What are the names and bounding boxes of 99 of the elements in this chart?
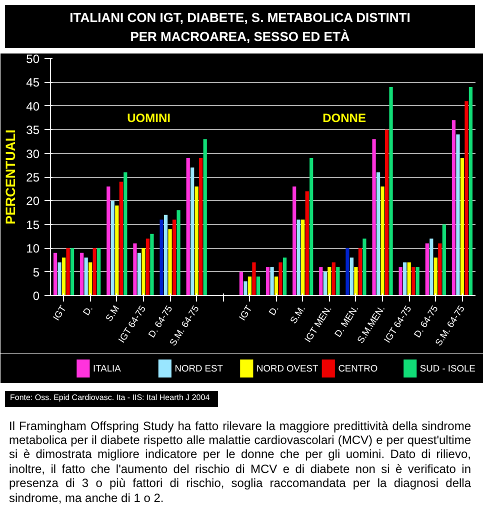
bar — [142, 248, 146, 296]
bar — [203, 139, 207, 296]
bar — [84, 258, 88, 296]
annotation: DONNE — [322, 110, 366, 125]
bar — [442, 224, 446, 296]
bar — [350, 258, 354, 296]
bar — [372, 139, 376, 296]
bar — [403, 262, 407, 296]
bar — [407, 262, 411, 296]
bar — [460, 158, 464, 296]
bar — [146, 238, 150, 296]
bar — [186, 158, 190, 296]
bar — [239, 272, 244, 296]
legend-label: NORD EST — [174, 364, 224, 374]
bar — [412, 267, 416, 296]
bar — [425, 243, 429, 296]
bar — [328, 267, 332, 296]
bar — [434, 258, 438, 296]
legend-label: NORD OVEST — [256, 364, 318, 374]
bar — [310, 158, 314, 296]
bar — [97, 248, 101, 296]
bar — [398, 267, 402, 296]
bar — [70, 248, 74, 296]
bar — [199, 158, 203, 296]
bar — [133, 243, 137, 296]
y-tick-label: 35 — [26, 123, 40, 138]
bar — [468, 87, 473, 296]
legend-label: CENTRO — [338, 364, 378, 374]
bar — [380, 186, 384, 296]
y-tick-label: 30 — [26, 146, 40, 161]
bar — [256, 276, 260, 296]
annotation: UOMINI — [127, 110, 170, 125]
bar — [164, 215, 168, 296]
bar — [110, 200, 114, 296]
bar — [92, 248, 96, 296]
bar — [416, 267, 420, 296]
y-tick-label: 40 — [26, 100, 40, 114]
bar — [346, 248, 350, 296]
bar — [354, 267, 358, 296]
bar — [248, 276, 252, 296]
bar — [176, 210, 180, 296]
bar — [305, 191, 309, 296]
bar — [319, 267, 323, 296]
bar — [270, 267, 274, 296]
y-tick-label: 20 — [26, 194, 40, 208]
bar — [266, 267, 270, 296]
bar — [323, 272, 327, 296]
bar — [358, 248, 362, 296]
bar — [115, 206, 119, 296]
bar — [124, 172, 128, 296]
x-tick-label: D. — [267, 304, 280, 318]
y-tick-label: 10 — [26, 242, 40, 256]
bar — [106, 186, 110, 296]
bar — [137, 252, 142, 296]
bar — [376, 172, 380, 296]
bar — [244, 281, 248, 296]
y-axis-title: PERCENTUALI — [3, 130, 18, 225]
chart-title: ITALIANI CON IGT, DIABETE, S. METABOLICA DISTINTI PER MACROAREA, SESSO ED ETÀ — [5, 5, 475, 48]
bar — [438, 243, 442, 296]
legend-label: SUD - ISOLE — [420, 364, 476, 374]
source-note: Fonte: Oss. Epid Cardiovasc. Ita - IIS: Ital Hearth J 2004 — [5, 391, 218, 407]
y-tick-label: 15 — [26, 218, 40, 232]
bar — [66, 248, 70, 296]
bar — [430, 238, 434, 296]
bar — [172, 220, 176, 296]
bar — [282, 258, 287, 296]
bar — [252, 262, 256, 296]
bar — [456, 134, 460, 296]
legend-label: ITALIA — [93, 364, 122, 374]
bar — [80, 252, 84, 296]
x-tick-label: D. — [81, 304, 95, 318]
y-tick-label: 5 — [32, 265, 40, 280]
bar — [168, 229, 172, 296]
bar — [464, 101, 468, 296]
bar — [150, 234, 154, 296]
bar — [296, 220, 300, 296]
bar — [88, 262, 92, 296]
bar — [336, 267, 340, 296]
bar — [194, 186, 198, 296]
bar — [160, 220, 164, 296]
bar — [278, 262, 282, 296]
bar — [119, 182, 123, 296]
bar — [62, 258, 66, 296]
y-tick-label: 45 — [26, 76, 40, 90]
bar — [292, 186, 296, 296]
bar — [389, 87, 393, 296]
bar — [53, 252, 58, 296]
text: Il Framingham Offspring Study ha fatto rilevare la maggiore predittività della sindrome metabolica per il diabete rispetto alle malattie cardiovascolari (MCV) e per quest'ultime si è dimostrata migliore indicatore per le donne che per gli uomini. Dato di rilievo, inoltre, il fatto che l'aumento del rischio di MCV e di diabete non si è verificato in presenza di 3 o più fattori di rischio, soglia raccomandata per la diagnosi della sindrome, ma anche di 1 o 2. — [5, 416, 475, 507]
bar — [190, 168, 194, 296]
bar — [301, 220, 305, 296]
bar — [274, 276, 278, 296]
y-tick-label: 0 — [32, 289, 40, 304]
bar — [452, 120, 456, 296]
y-tick-label: 50 — [26, 52, 40, 66]
bar — [362, 238, 366, 296]
y-tick-label: 25 — [26, 170, 40, 185]
bar — [58, 262, 62, 296]
bar — [384, 130, 389, 296]
bar — [332, 262, 336, 296]
